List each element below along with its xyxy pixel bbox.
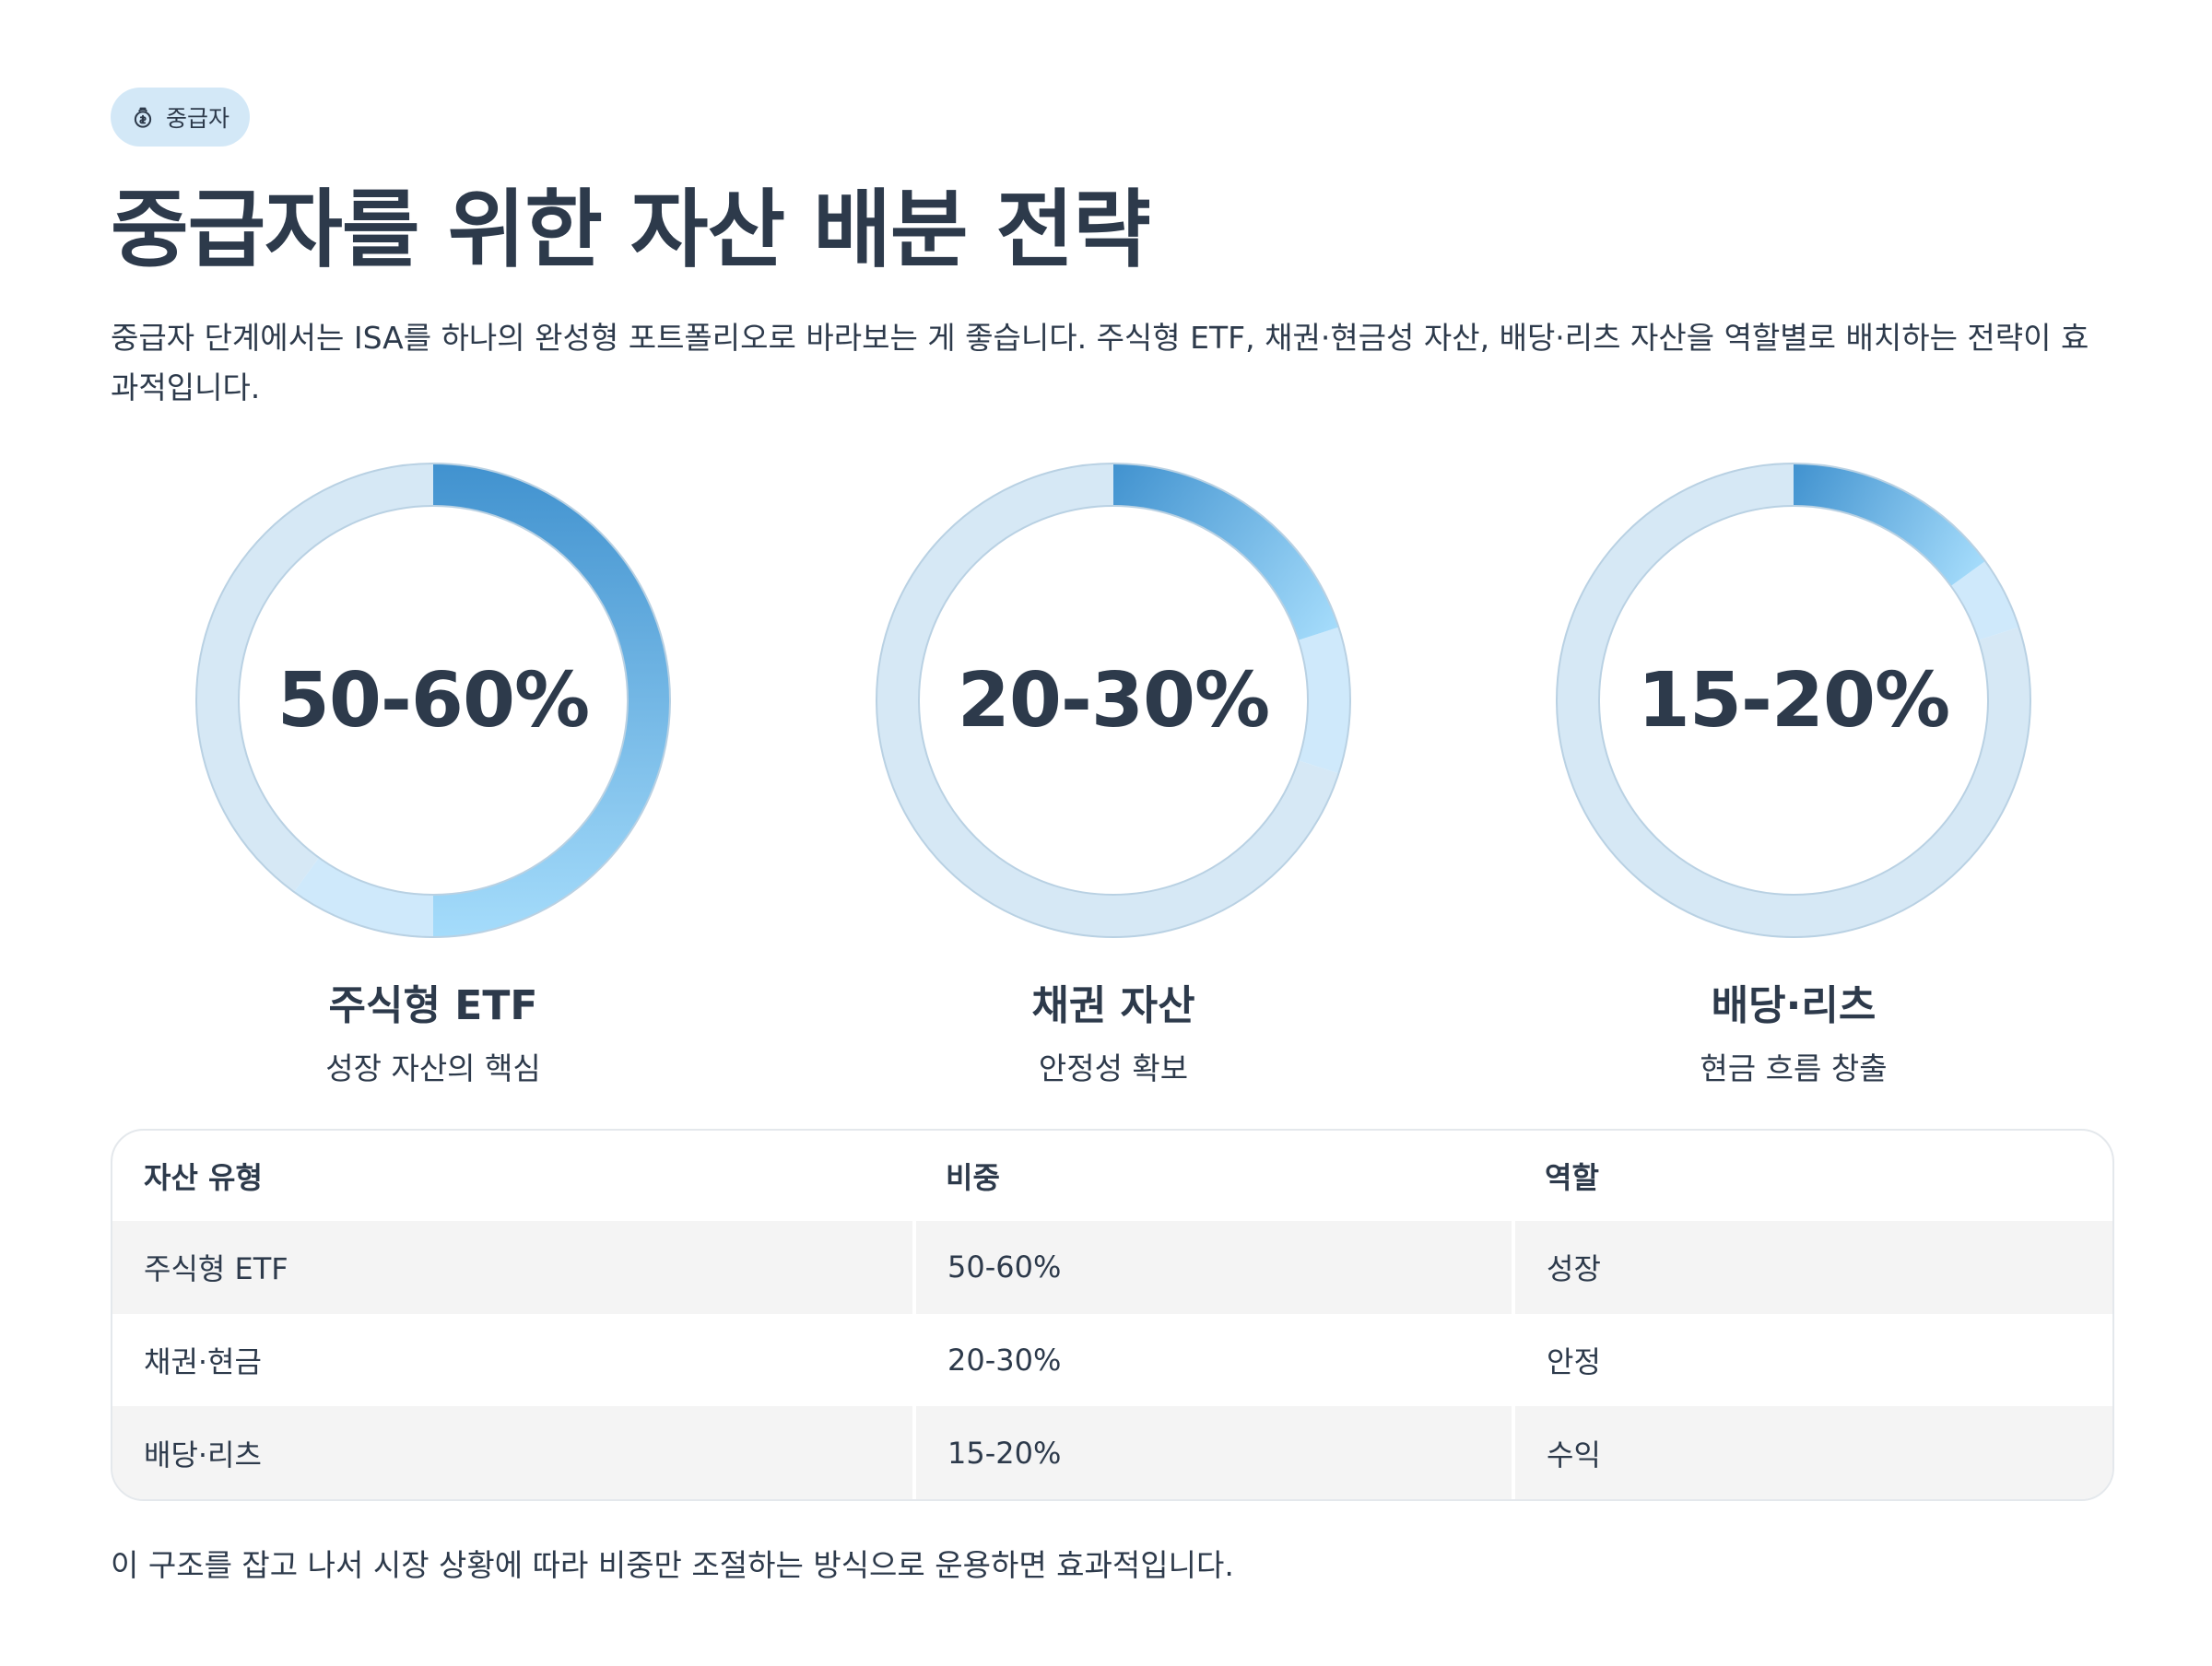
table-cell: 20-30% (912, 1313, 1513, 1407)
donut-title-dividend-reits: 배당·리츠 (1711, 982, 1877, 1029)
table-cell: 채권·현금 (144, 1343, 262, 1379)
table-cell: 주식형 ETF (112, 1221, 914, 1314)
donut-svg (1556, 463, 2031, 938)
donut-remaining-arc (196, 463, 433, 892)
piggy-bank-icon (134, 107, 152, 128)
table-row: 주식형 ETF 50-60% 성장 (112, 1221, 2112, 1314)
donut-svg (195, 463, 671, 938)
donut-svg (876, 463, 1351, 938)
table-cell: 15-20% (912, 1406, 1513, 1499)
donut-value-arc (433, 463, 670, 937)
donut-chart-dividend-reits: 15-20% (1545, 452, 2042, 949)
column-header: 비중 (946, 1160, 1000, 1195)
column-header: 자산 유형 (144, 1160, 263, 1195)
table-cell: 수익 (1512, 1406, 2112, 1499)
donut-inner-outline (238, 505, 629, 896)
donut-inner-outline (918, 505, 1309, 896)
donut-percentage-label: 15-20% (1637, 656, 1950, 745)
table-cell: 50-60% (912, 1221, 1513, 1314)
donut-outer-outline (1556, 463, 2031, 938)
donut-outer-outline (195, 463, 671, 938)
donut-title-bonds: 채권 자산 (1031, 982, 1195, 1029)
table-cell: 성장 (1512, 1221, 2112, 1314)
table-row: 배당·리츠 15-20% 수익 (112, 1406, 2112, 1499)
donut-subtitle-equity-etf: 성장 자산의 핵심 (325, 1050, 541, 1086)
table-cell: 배당·리츠 (112, 1406, 914, 1499)
donut-inner-outline (1598, 505, 1989, 896)
allocation-table-container: 자산 유형 비중 역할 주식형 ETF 50-60% 성장 채권·현금 20-3… (111, 1129, 2114, 1501)
donut-value-arc (1113, 463, 1339, 640)
footer-note: 이 구조를 잡고 나서 시장 상황에 따라 비중만 조절하는 방식으로 운용하면… (111, 1547, 1234, 1583)
donut-subtitle-bonds: 안정성 확보 (1038, 1050, 1189, 1086)
donut-outer-outline (876, 463, 1351, 938)
column-header: 역할 (1545, 1160, 1599, 1195)
page-title: 중급자를 위한 자산 배분 전략 (111, 181, 1151, 279)
donut-percentage-label: 20-30% (957, 656, 1270, 745)
donut-range-arc (1298, 627, 1350, 774)
allocation-table: 자산 유형 비중 역할 주식형 ETF 50-60% 성장 채권·현금 20-3… (112, 1131, 2112, 1499)
table-row: 채권·현금 20-30% 안정 (112, 1313, 2112, 1407)
table-header-row: 자산 유형 비중 역할 (112, 1131, 2112, 1221)
donut-value-arc (1794, 463, 1985, 586)
donut-percentage-label: 50-60% (276, 656, 590, 745)
table-cell: 안정 (1512, 1313, 2112, 1407)
donut-title-equity-etf: 주식형 ETF (328, 982, 538, 1029)
donut-range-arc (1950, 560, 2019, 640)
donut-chart-equity-etf: 50-60% (184, 452, 682, 949)
intro-text: 중급자 단계에서는 ISA를 하나의 완성형 포트폴리오로 바라보는 게 좋습니… (111, 320, 2089, 405)
donut-subtitle-dividend-reits: 현금 흐름 창출 (1700, 1050, 1888, 1086)
level-badge: 중급자 (111, 88, 251, 147)
donut-range-arc (293, 857, 433, 937)
donut-chart-bonds: 20-30% (865, 452, 1362, 949)
badge-label: 중급자 (166, 105, 230, 132)
